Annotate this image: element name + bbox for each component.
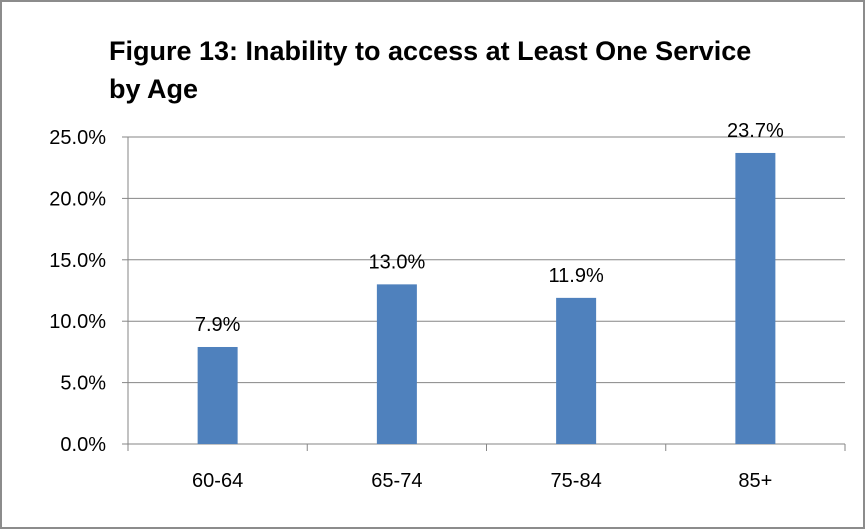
- data-label: 23.7%: [727, 120, 784, 142]
- data-label: 7.9%: [195, 314, 241, 336]
- bar: [376, 284, 417, 444]
- y-tick-label: 10.0%: [49, 311, 106, 333]
- x-tick-label: 60-64: [192, 470, 243, 492]
- data-label: 11.9%: [549, 265, 604, 287]
- y-tick-label: 0.0%: [60, 434, 106, 456]
- y-tick-label: 20.0%: [49, 188, 106, 210]
- x-tick-label: 75-84: [551, 470, 602, 492]
- x-tick-label: 65-74: [371, 470, 422, 492]
- chart-title: Figure 13: Inability to access at Least …: [109, 32, 789, 108]
- y-tick-label: 25.0%: [49, 127, 106, 149]
- bar: [735, 152, 776, 445]
- x-tick-label: 85+: [738, 470, 772, 492]
- data-label: 13.0%: [369, 251, 426, 273]
- bar: [556, 297, 597, 444]
- chart-title-line-2: by Age: [109, 74, 199, 104]
- chart-title-line-1: Figure 13: Inability to access at Least …: [109, 36, 752, 66]
- y-tick-label: 5.0%: [60, 373, 106, 395]
- y-tick-label: 15.0%: [49, 250, 106, 272]
- bar: [197, 346, 238, 444]
